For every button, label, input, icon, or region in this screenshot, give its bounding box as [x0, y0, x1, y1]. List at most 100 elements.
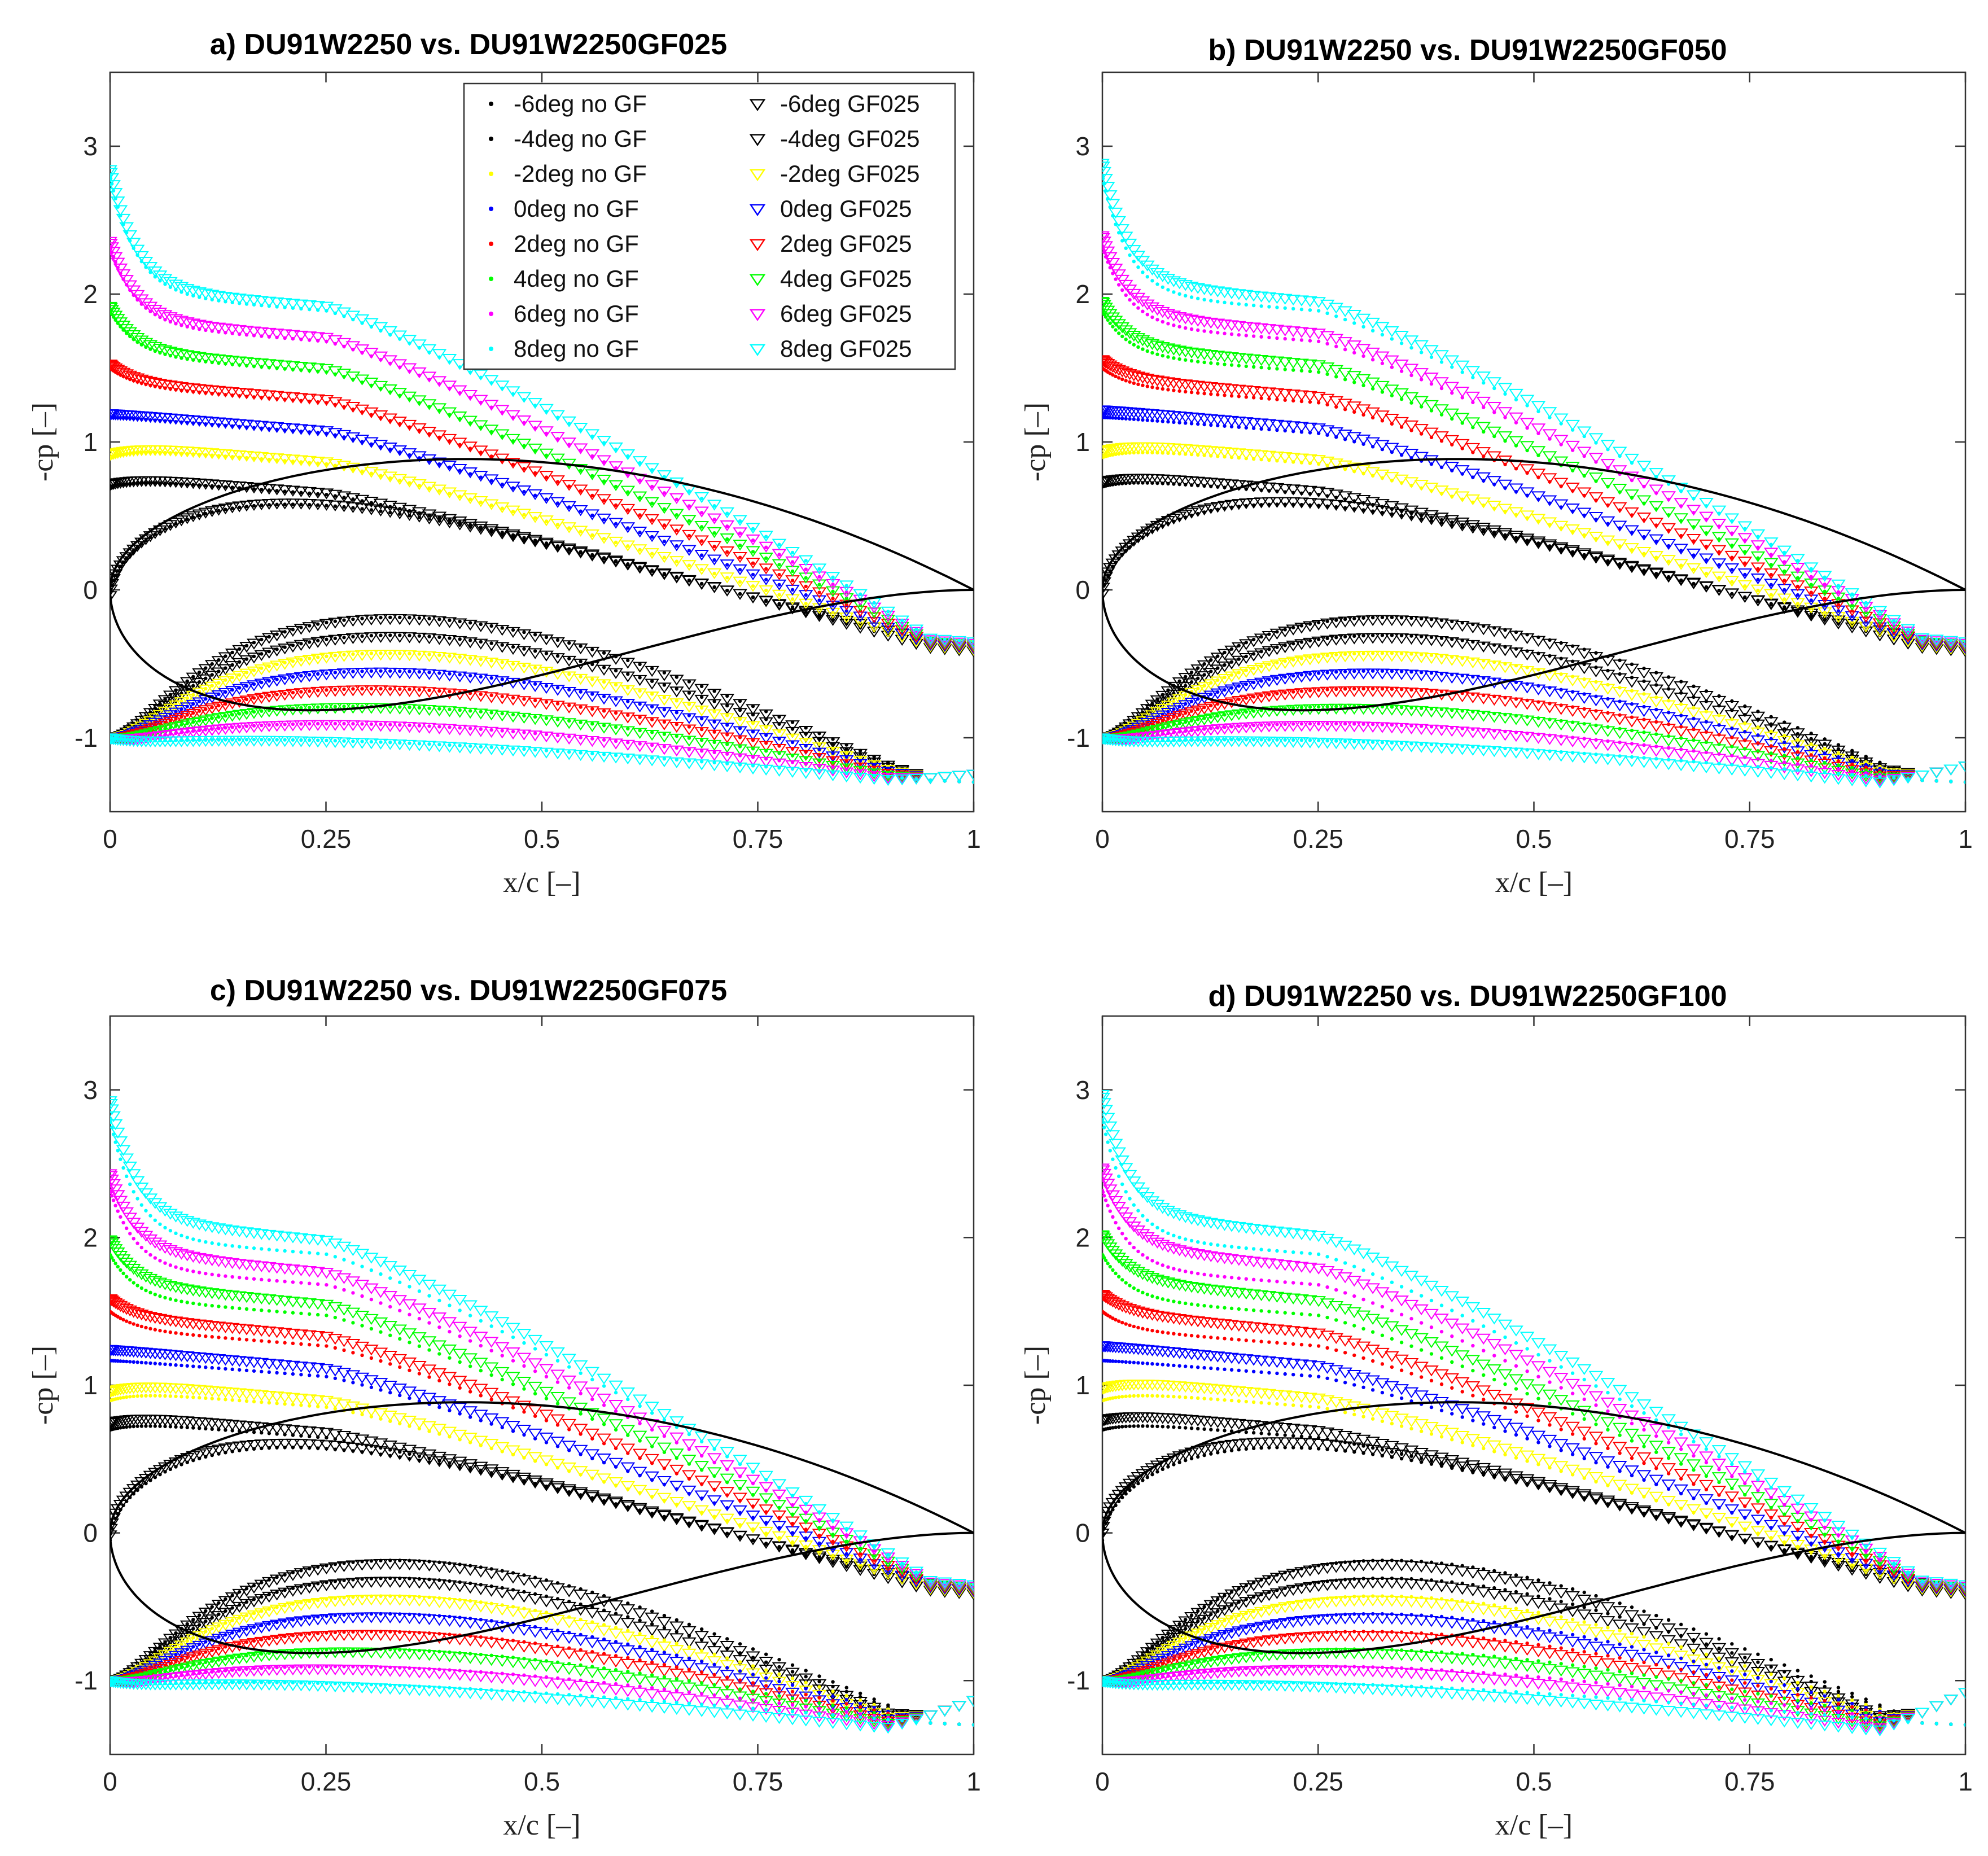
- point-gf: [484, 744, 499, 755]
- point-no-gf: [267, 488, 272, 492]
- point-no-gf: [751, 538, 755, 542]
- point-gf: [597, 650, 611, 662]
- point-gf: [345, 341, 361, 352]
- point-no-gf: [275, 502, 279, 506]
- point-gf: [1434, 431, 1449, 443]
- point-no-gf: [1390, 615, 1394, 620]
- point-no-gf: [1155, 419, 1159, 423]
- point-no-gf: [1145, 384, 1149, 388]
- point-no-gf: [369, 508, 374, 512]
- point-no-gf: [1743, 712, 1747, 717]
- point-no-gf: [522, 647, 526, 651]
- point-gf: [211, 724, 226, 736]
- point-gf: [1385, 443, 1399, 454]
- point-gf: [1294, 422, 1309, 433]
- point-no-gf: [1559, 688, 1563, 692]
- point-gf: [923, 773, 938, 785]
- point-gf: [1455, 621, 1470, 632]
- point-gf: [1817, 614, 1832, 626]
- point-gf: [1565, 545, 1580, 557]
- point-no-gf: [479, 475, 483, 479]
- point-gf: [682, 529, 697, 541]
- point-no-gf: [316, 492, 320, 496]
- point-no-gf: [1275, 660, 1279, 665]
- point-gf: [1434, 618, 1449, 629]
- point-gf: [463, 467, 478, 479]
- point-no-gf: [790, 579, 795, 583]
- point-gf: [218, 712, 233, 723]
- point-gf: [1845, 761, 1860, 773]
- point-gf: [657, 552, 672, 563]
- point-gf: [484, 474, 499, 485]
- point-gf: [682, 724, 697, 736]
- point-gf: [657, 503, 672, 514]
- point-gf: [254, 327, 269, 338]
- point-no-gf: [230, 688, 234, 692]
- point-no-gf: [590, 647, 594, 651]
- point-gf: [785, 546, 800, 558]
- point-no-gf: [1275, 645, 1279, 649]
- point-gf: [186, 681, 201, 693]
- point-no-gf: [511, 486, 515, 490]
- point-no-gf: [458, 637, 462, 641]
- point-gf: [1135, 373, 1150, 384]
- point-no-gf: [662, 683, 667, 687]
- point-gf: [1347, 493, 1362, 504]
- point-gf: [254, 452, 269, 463]
- point-no-gf: [1380, 651, 1385, 655]
- point-no-gf: [283, 645, 287, 649]
- point-gf: [798, 743, 813, 755]
- point-gf: [1404, 688, 1419, 699]
- point-gf: [1155, 376, 1170, 388]
- point-no-gf: [1128, 417, 1132, 421]
- point-no-gf: [1361, 616, 1365, 620]
- point-no-gf: [191, 675, 195, 679]
- point-no-gf: [602, 556, 606, 560]
- point-no-gf: [121, 561, 125, 564]
- point-gf: [110, 591, 117, 602]
- point-no-gf: [687, 578, 691, 583]
- point-no-gf: [751, 561, 755, 565]
- point-gf: [608, 536, 623, 548]
- point-gf: [277, 720, 292, 732]
- point-no-gf: [699, 684, 704, 689]
- point-gf: [1262, 631, 1277, 642]
- point-no-gf: [1172, 699, 1176, 703]
- point-gf: [452, 636, 467, 647]
- point-gf: [1649, 567, 1664, 579]
- point-gf: [373, 685, 388, 697]
- point-gf: [1238, 653, 1254, 664]
- point-no-gf: [675, 746, 679, 750]
- point-gf: [1356, 686, 1371, 697]
- point-no-gf: [650, 666, 654, 671]
- point-no-gf: [408, 615, 411, 620]
- point-gf: [1246, 693, 1261, 704]
- point-gf: [645, 666, 660, 677]
- point-gf: [550, 453, 565, 465]
- point-gf: [345, 402, 361, 413]
- point-gf: [573, 750, 588, 761]
- point-no-gf: [738, 592, 742, 596]
- point-gf: [286, 625, 300, 637]
- point-no-gf: [1202, 684, 1206, 688]
- point-no-gf: [725, 576, 729, 580]
- point-gf: [126, 238, 141, 249]
- point-no-gf: [1259, 396, 1263, 400]
- point-no-gf: [804, 610, 808, 614]
- point-gf: [473, 673, 488, 685]
- y-tick-label: 2: [83, 279, 98, 309]
- point-no-gf: [500, 694, 504, 698]
- point-gf: [1531, 684, 1546, 695]
- point-gf: [1612, 559, 1627, 570]
- point-no-gf: [291, 490, 295, 494]
- legend-entry: 0deg GF025: [780, 195, 912, 222]
- point-gf: [1254, 633, 1269, 645]
- point-gf: [937, 636, 952, 647]
- point-gf: [746, 746, 760, 758]
- point-no-gf: [379, 615, 383, 620]
- point-gf: [506, 745, 520, 757]
- point-no-gf: [831, 611, 835, 615]
- point-no-gf: [675, 528, 679, 532]
- point-no-gf: [687, 691, 691, 695]
- point-gf: [1711, 584, 1727, 596]
